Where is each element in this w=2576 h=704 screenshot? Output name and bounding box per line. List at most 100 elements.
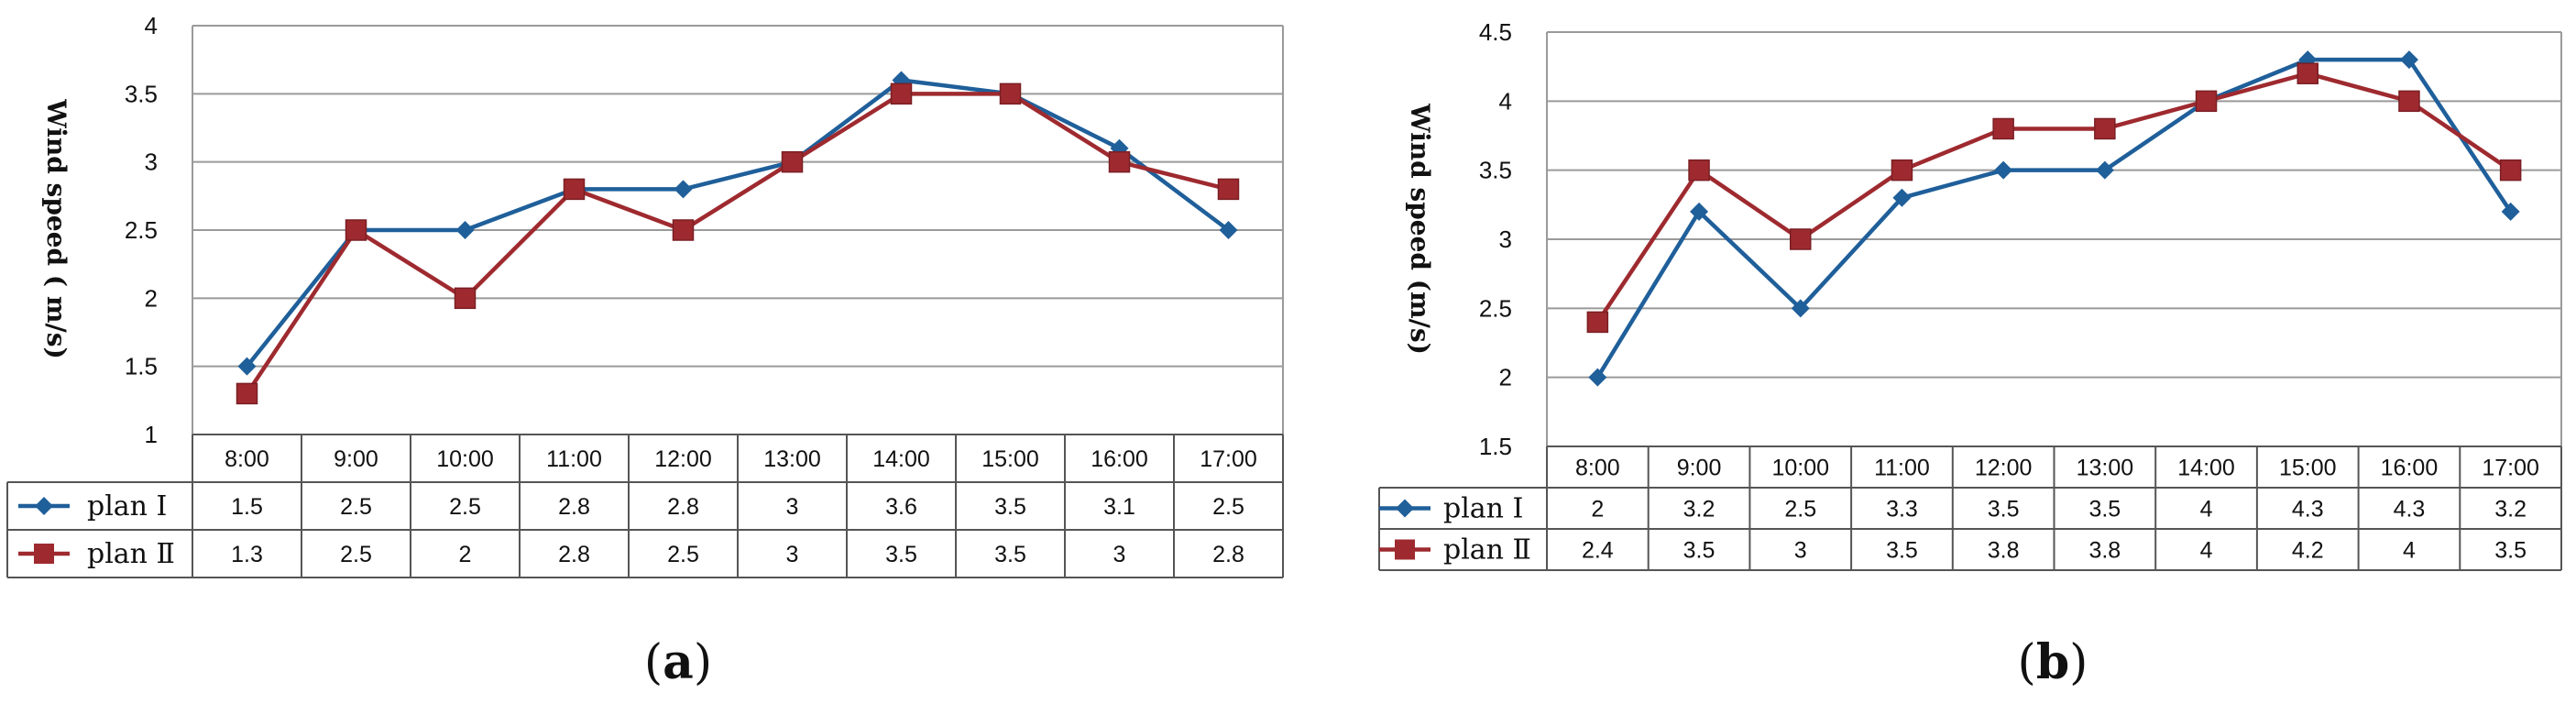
legend-marker [1395, 539, 1415, 560]
table-value: 4 [2403, 538, 2416, 564]
table-value: 4.2 [2292, 538, 2324, 564]
category-label: 9:00 [334, 446, 378, 472]
table-value: 3.3 [1886, 497, 1918, 522]
data-point [1891, 159, 1913, 182]
data-point [345, 219, 367, 241]
legend-marker [1396, 499, 1414, 518]
y-tick-label: 1 [145, 421, 158, 448]
table-value: 3.1 [1103, 494, 1135, 520]
chart-a: 1 1.5 2 2.5 3 3.5 4 Wind speed ( m/s) 8:00 9:00 10… [6, 12, 1284, 690]
y-tick-label: 2.5 [1479, 294, 1512, 322]
category-label: 11:00 [546, 446, 602, 472]
table-value: 4.3 [2292, 497, 2324, 522]
table-value: 3.5 [994, 494, 1026, 520]
data-point [2499, 159, 2522, 182]
table-value: 3.5 [1886, 538, 1918, 564]
data-point [1219, 221, 1238, 239]
category-label: 10:00 [1771, 456, 1829, 481]
table-value: 3 [1113, 542, 1126, 567]
panel-label: (a) [644, 634, 712, 690]
table-value: 2.5 [340, 494, 372, 520]
table-value: 4 [2200, 497, 2213, 522]
category-label: 13:00 [2077, 456, 2134, 481]
category-label: 8:00 [1575, 456, 1620, 481]
y-tick-label: 1.5 [125, 353, 158, 380]
table-value: 3.5 [1988, 497, 2020, 522]
data-point [890, 82, 913, 105]
category-label: 9:00 [1677, 456, 1722, 481]
y-tick-label: 4 [1499, 87, 1512, 115]
legend-marker [34, 544, 54, 564]
category-label: 14:00 [872, 446, 930, 472]
table-value: 3.8 [1988, 538, 2020, 564]
table-value: 2.5 [340, 542, 372, 567]
table-value: 2 [459, 542, 472, 567]
series-line-1 [1595, 57, 2513, 379]
legend-label: plan Ⅰ [87, 490, 167, 522]
table-value: 2.8 [667, 494, 699, 520]
data-point [2296, 62, 2318, 84]
table-value: 2.5 [1212, 494, 1244, 520]
data-point [2398, 90, 2420, 113]
table-value: 2.8 [558, 542, 590, 567]
data-point [237, 357, 257, 376]
data-point [563, 178, 586, 201]
category-label: 11:00 [1874, 456, 1930, 481]
data-point [1992, 117, 2014, 140]
y-axis-label: Wind speed (m/s) [1405, 103, 1435, 355]
table-value: 3.8 [2088, 538, 2121, 564]
category-label: 16:00 [1091, 446, 1148, 472]
data-point [2095, 160, 2114, 180]
category-label: 13:00 [763, 446, 821, 472]
data-point [674, 180, 693, 199]
category-label: 17:00 [2482, 456, 2539, 481]
table-value: 3 [786, 542, 799, 567]
data-point [1588, 368, 1607, 387]
data-point [2501, 202, 2520, 221]
data-point [781, 150, 804, 173]
table-value: 2.8 [558, 494, 590, 520]
table-value: 3.2 [1683, 497, 1716, 522]
legend-label: plan Ⅱ [87, 538, 175, 570]
y-tick-label: 2 [1499, 364, 1512, 391]
category-label: 12:00 [654, 446, 712, 472]
data-point [455, 221, 475, 239]
category-label: 12:00 [1975, 456, 2033, 481]
data-point [236, 382, 258, 405]
table-value: 3.6 [885, 494, 917, 520]
y-tick-label: 2 [145, 284, 158, 312]
data-point [672, 219, 695, 241]
table-value: 1.5 [231, 494, 263, 520]
data-point [1790, 228, 1812, 250]
data-point [1108, 150, 1131, 173]
y-tick-label: 3.5 [125, 80, 158, 107]
category-label: 8:00 [225, 446, 269, 472]
table-value: 2 [1591, 497, 1604, 522]
table-value: 3 [786, 494, 799, 520]
chart-b: 1.5 2 2.5 3 3.5 4 4.5 Wind speed (m/s) 8:00 9:00 1… [1378, 18, 2562, 690]
data-point [1586, 311, 1609, 334]
data-point [2195, 90, 2218, 113]
table-value: 2.5 [667, 542, 699, 567]
table-value: 3 [1794, 538, 1807, 564]
table-value: 3.5 [885, 542, 917, 567]
y-tick-label: 4.5 [1479, 18, 1512, 46]
category-label: 15:00 [2279, 456, 2337, 481]
category-label: 10:00 [436, 446, 494, 472]
data-point [454, 287, 477, 310]
series-line-2 [1595, 71, 2512, 324]
data-point [1690, 202, 1709, 221]
data-point [1994, 160, 2013, 180]
y-tick-label: 3 [145, 148, 158, 176]
data-point [1892, 188, 1912, 207]
data-point [1217, 178, 1240, 201]
data-point [1791, 299, 1810, 318]
y-tick-label: 4 [145, 12, 158, 39]
table-value: 3.5 [994, 542, 1026, 567]
table-value: 3.5 [1683, 538, 1716, 564]
category-label: 14:00 [2177, 456, 2235, 481]
series-line-2 [245, 92, 1230, 395]
y-tick-label: 2.5 [125, 216, 158, 244]
table-value: 3.5 [2494, 538, 2527, 564]
